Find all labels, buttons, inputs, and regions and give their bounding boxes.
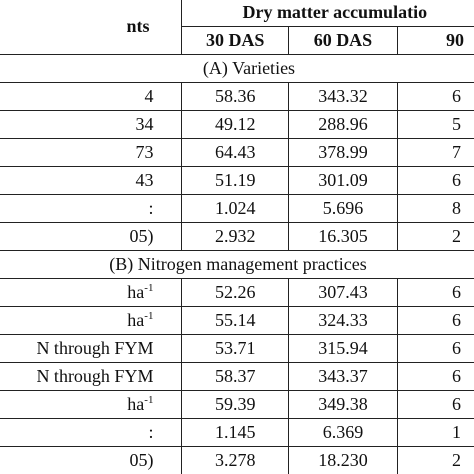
table-row: 05) 3.278 18.230 2 xyxy=(0,446,474,474)
value-90das: 6 xyxy=(396,82,474,111)
treatment-cell: : xyxy=(0,418,183,447)
treatment-cell: 73 xyxy=(0,138,183,167)
treatment-cell: ha-1 xyxy=(0,278,183,307)
value-90das: 6 xyxy=(396,390,474,419)
table-row: : 1.024 5.696 8 xyxy=(0,194,474,223)
treatment-cell: 05) xyxy=(0,446,183,474)
section-b-title: (B) Nitrogen management practices xyxy=(109,254,367,274)
treatment-label: 34 xyxy=(135,114,154,134)
treatment-label: N through FYM xyxy=(36,366,154,386)
value-30das: 1.145 xyxy=(181,418,289,447)
value-30das: 58.36 xyxy=(181,82,289,111)
value-30das: 51.19 xyxy=(181,166,289,195)
section-a-title: (A) Varieties xyxy=(202,58,296,78)
treatment-label: 4 xyxy=(144,86,154,106)
treatment-label: 43 xyxy=(135,170,154,190)
treatment-label: 73 xyxy=(135,142,154,162)
value-60das: 18.230 xyxy=(287,446,398,474)
treatment-label: : xyxy=(148,422,154,442)
table-row: 4 58.36 343.32 6 xyxy=(0,82,474,111)
value-60das: 324.33 xyxy=(287,306,398,335)
header-row-1: nts Dry matter accumulatio xyxy=(0,0,474,55)
treatment-label: ha xyxy=(127,310,145,330)
value-60das: 5.696 xyxy=(287,194,398,223)
value-60das: 16.305 xyxy=(287,222,398,251)
treatment-cell: ha-1 xyxy=(0,306,183,335)
treatment-cell: 43 xyxy=(0,166,183,195)
value-30das: 64.43 xyxy=(181,138,289,167)
table-row: 05) 2.932 16.305 2 xyxy=(0,222,474,251)
dry-matter-header: Dry matter accumulatio xyxy=(181,0,474,27)
value-90das: 2 xyxy=(396,446,474,474)
treatment-unit-superscript: -1 xyxy=(144,394,154,406)
table-row: N through FYM 58.37 343.37 6 xyxy=(0,362,474,391)
value-60das: 307.43 xyxy=(287,278,398,307)
table-row: ha-1 52.26 307.43 6 xyxy=(0,278,474,307)
value-30das: 1.024 xyxy=(181,194,289,223)
value-90das: 7 xyxy=(396,138,474,167)
value-60das: 288.96 xyxy=(287,110,398,139)
table-row: : 1.145 6.369 1 xyxy=(0,418,474,447)
value-90das: 2 xyxy=(396,222,474,251)
value-60das: 349.38 xyxy=(287,390,398,419)
subheader-90das: 90 xyxy=(396,26,474,55)
treatment-cell: 34 xyxy=(0,110,183,139)
treatment-label: ha xyxy=(127,394,145,414)
value-90das: 6 xyxy=(396,166,474,195)
treatments-header: nts xyxy=(0,0,183,55)
value-90das: 8 xyxy=(396,194,474,223)
value-60das: 343.37 xyxy=(287,362,398,391)
section-row-a: (A) Varieties xyxy=(0,54,474,83)
value-60das: 378.99 xyxy=(287,138,398,167)
subheader-30das: 30 DAS xyxy=(181,26,289,55)
table-row: 43 51.19 301.09 6 xyxy=(0,166,474,195)
subheader-60das: 60 DAS xyxy=(287,26,398,55)
value-90das: 6 xyxy=(396,362,474,391)
value-60das: 315.94 xyxy=(287,334,398,363)
value-60das: 301.09 xyxy=(287,166,398,195)
treatment-label: 05) xyxy=(129,450,154,470)
table-row: N through FYM 53.71 315.94 6 xyxy=(0,334,474,363)
treatment-unit-superscript: -1 xyxy=(144,310,154,322)
treatments-header-text: nts xyxy=(126,16,150,36)
value-30das: 53.71 xyxy=(181,334,289,363)
treatment-label: : xyxy=(148,198,154,218)
treatment-unit-superscript: -1 xyxy=(144,282,154,294)
treatment-cell: N through FYM xyxy=(0,362,183,391)
section-row-b: (B) Nitrogen management practices xyxy=(0,250,474,279)
value-90das: 6 xyxy=(396,334,474,363)
table-row: ha-1 59.39 349.38 6 xyxy=(0,390,474,419)
value-60das: 343.32 xyxy=(287,82,398,111)
value-30das: 59.39 xyxy=(181,390,289,419)
value-90das: 1 xyxy=(396,418,474,447)
value-30das: 2.932 xyxy=(181,222,289,251)
value-60das: 6.369 xyxy=(287,418,398,447)
dry-matter-header-text: Dry matter accumulatio xyxy=(242,2,428,22)
table-row: ha-1 55.14 324.33 6 xyxy=(0,306,474,335)
treatment-label: N through FYM xyxy=(36,338,154,358)
value-90das: 6 xyxy=(396,278,474,307)
treatment-cell: 05) xyxy=(0,222,183,251)
value-30das: 52.26 xyxy=(181,278,289,307)
value-90das: 6 xyxy=(396,306,474,335)
value-30das: 55.14 xyxy=(181,306,289,335)
treatment-cell: : xyxy=(0,194,183,223)
treatment-cell: ha-1 xyxy=(0,390,183,419)
table-row: 34 49.12 288.96 5 xyxy=(0,110,474,139)
value-90das: 5 xyxy=(396,110,474,139)
treatment-cell: 4 xyxy=(0,82,183,111)
value-30das: 3.278 xyxy=(181,446,289,474)
value-30das: 58.37 xyxy=(181,362,289,391)
value-30das: 49.12 xyxy=(181,110,289,139)
treatment-label: ha xyxy=(127,282,145,302)
table-row: 73 64.43 378.99 7 xyxy=(0,138,474,167)
treatment-cell: N through FYM xyxy=(0,334,183,363)
treatment-label: 05) xyxy=(129,226,154,246)
